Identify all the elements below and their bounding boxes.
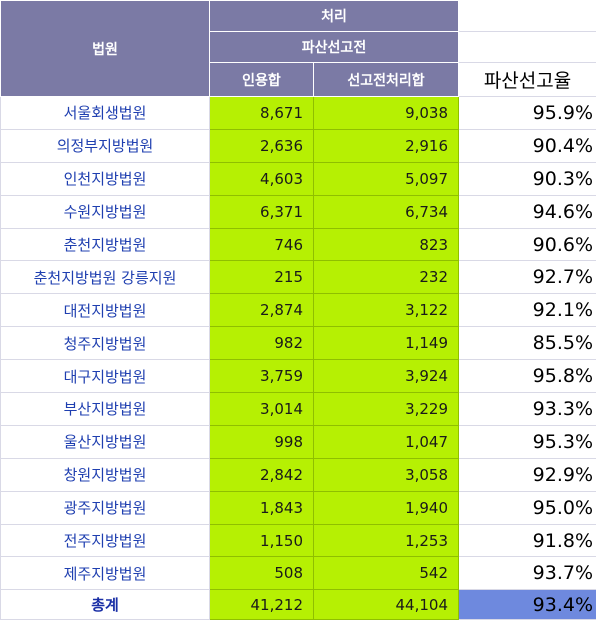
bankruptcy-rate-cell: 91.8% bbox=[458, 523, 596, 558]
approved-sum-cell: 982 bbox=[209, 326, 314, 361]
processed-sum-cell: 6,734 bbox=[312, 194, 460, 229]
processed-sum-cell: 3,229 bbox=[312, 392, 460, 426]
court-name-cell: 대구지방법원 bbox=[0, 359, 210, 394]
approved-sum-cell: 3,014 bbox=[209, 392, 314, 426]
header-rate: 파산선고율 bbox=[458, 62, 596, 97]
bankruptcy-rate-cell: 93.3% bbox=[458, 392, 596, 426]
processed-sum-cell: 3,058 bbox=[312, 457, 460, 492]
bankruptcy-rate-cell: 85.5% bbox=[458, 326, 596, 361]
approved-sum-cell: 2,636 bbox=[209, 128, 314, 163]
table-row: 제주지방법원 508 542 93.7% bbox=[0, 556, 596, 591]
approved-sum-cell: 8,671 bbox=[209, 96, 314, 130]
table-row: 인천지방법원 4,603 5,097 90.3% bbox=[0, 161, 596, 196]
processed-sum-cell: 9,038 bbox=[312, 96, 460, 130]
approved-sum-cell: 4,603 bbox=[209, 161, 314, 196]
court-name-cell: 총계 bbox=[0, 589, 210, 620]
court-name-cell: 제주지방법원 bbox=[0, 556, 210, 591]
processed-sum-cell: 823 bbox=[312, 227, 460, 262]
court-name-cell: 대전지방법원 bbox=[0, 293, 210, 328]
table-row: 광주지방법원 1,843 1,940 95.0% bbox=[0, 490, 596, 525]
bankruptcy-rate-cell: 95.8% bbox=[458, 359, 596, 394]
processed-sum-cell: 1,253 bbox=[312, 523, 460, 558]
header-blank-2 bbox=[458, 31, 596, 63]
court-name-cell: 광주지방법원 bbox=[0, 490, 210, 525]
table-row: 수원지방법원 6,371 6,734 94.6% bbox=[0, 194, 596, 229]
approved-sum-cell: 2,874 bbox=[209, 293, 314, 328]
table-row: 의정부지방법원 2,636 2,916 90.4% bbox=[0, 128, 596, 163]
processed-sum-cell: 232 bbox=[312, 260, 460, 295]
header-approved-sum: 인용합 bbox=[209, 62, 314, 97]
approved-sum-cell: 508 bbox=[209, 556, 314, 591]
court-name-cell: 전주지방법원 bbox=[0, 523, 210, 558]
bankruptcy-rate-cell: 90.3% bbox=[458, 161, 596, 196]
bankruptcy-rate-cell: 94.6% bbox=[458, 194, 596, 229]
processed-sum-cell: 3,924 bbox=[312, 359, 460, 394]
court-name-cell: 창원지방법원 bbox=[0, 457, 210, 492]
processed-sum-cell: 5,097 bbox=[312, 161, 460, 196]
bankruptcy-rate-cell: 92.1% bbox=[458, 293, 596, 328]
table-row: 춘천지방법원 746 823 90.6% bbox=[0, 227, 596, 262]
table-row: 울산지방법원 998 1,047 95.3% bbox=[0, 424, 596, 459]
table-body: 서울회생법원 8,671 9,038 95.9% 의정부지방법원 2,636 2,916 90… bbox=[0, 96, 596, 620]
court-name-cell: 수원지방법원 bbox=[0, 194, 210, 229]
header-processed-sum: 선고전처리합 bbox=[312, 62, 460, 97]
court-name-cell: 청주지방법원 bbox=[0, 326, 210, 361]
court-name-cell: 춘천지방법원 bbox=[0, 227, 210, 262]
approved-sum-cell: 6,371 bbox=[209, 194, 314, 229]
bankruptcy-rate-cell: 93.7% bbox=[458, 556, 596, 591]
court-name-cell: 부산지방법원 bbox=[0, 392, 210, 426]
court-name-cell: 춘천지방법원 강릉지원 bbox=[0, 260, 210, 295]
approved-sum-cell: 1,843 bbox=[209, 490, 314, 525]
bankruptcy-rate-cell: 95.9% bbox=[458, 96, 596, 130]
header-court: 법원 bbox=[0, 0, 210, 97]
approved-sum-cell: 998 bbox=[209, 424, 314, 459]
processed-sum-cell: 1,047 bbox=[312, 424, 460, 459]
approved-sum-cell: 2,842 bbox=[209, 457, 314, 492]
total-row: 총계 41,212 44,104 93.4% bbox=[0, 589, 596, 620]
court-name-cell: 의정부지방법원 bbox=[0, 128, 210, 163]
table-row: 창원지방법원 2,842 3,058 92.9% bbox=[0, 457, 596, 492]
approved-sum-cell: 1,150 bbox=[209, 523, 314, 558]
processed-sum-cell: 2,916 bbox=[312, 128, 460, 163]
processed-sum-cell: 44,104 bbox=[312, 589, 460, 620]
court-name-cell: 서울회생법원 bbox=[0, 96, 210, 130]
approved-sum-cell: 41,212 bbox=[209, 589, 314, 620]
bankruptcy-rate-cell: 92.7% bbox=[458, 260, 596, 295]
processed-sum-cell: 1,940 bbox=[312, 490, 460, 525]
table-row: 청주지방법원 982 1,149 85.5% bbox=[0, 326, 596, 361]
court-name-cell: 울산지방법원 bbox=[0, 424, 210, 459]
processed-sum-cell: 3,122 bbox=[312, 293, 460, 328]
court-name-cell: 인천지방법원 bbox=[0, 161, 210, 196]
bankruptcy-rate-cell: 90.4% bbox=[458, 128, 596, 163]
bankruptcy-rate-cell: 95.3% bbox=[458, 424, 596, 459]
table-row: 전주지방법원 1,150 1,253 91.8% bbox=[0, 523, 596, 558]
table-row: 대구지방법원 3,759 3,924 95.8% bbox=[0, 359, 596, 394]
approved-sum-cell: 215 bbox=[209, 260, 314, 295]
header-bankruptcy-declaration: 파산선고전 bbox=[208, 31, 460, 63]
header-blank bbox=[458, 0, 596, 32]
bankruptcy-rate-cell: 95.0% bbox=[458, 490, 596, 525]
table-row: 서울회생법원 8,671 9,038 95.9% bbox=[0, 96, 596, 130]
approved-sum-cell: 746 bbox=[209, 227, 314, 262]
bankruptcy-rate-cell: 92.9% bbox=[458, 457, 596, 492]
processed-sum-cell: 542 bbox=[312, 556, 460, 591]
header-processing: 처리 bbox=[208, 0, 460, 32]
bankruptcy-rate-cell: 93.4% bbox=[458, 589, 596, 620]
table-row: 춘천지방법원 강릉지원 215 232 92.7% bbox=[0, 260, 596, 295]
bankruptcy-rate-cell: 90.6% bbox=[458, 227, 596, 262]
table-row: 대전지방법원 2,874 3,122 92.1% bbox=[0, 293, 596, 328]
processed-sum-cell: 1,149 bbox=[312, 326, 460, 361]
approved-sum-cell: 3,759 bbox=[209, 359, 314, 394]
table-row: 부산지방법원 3,014 3,229 93.3% bbox=[0, 392, 596, 426]
